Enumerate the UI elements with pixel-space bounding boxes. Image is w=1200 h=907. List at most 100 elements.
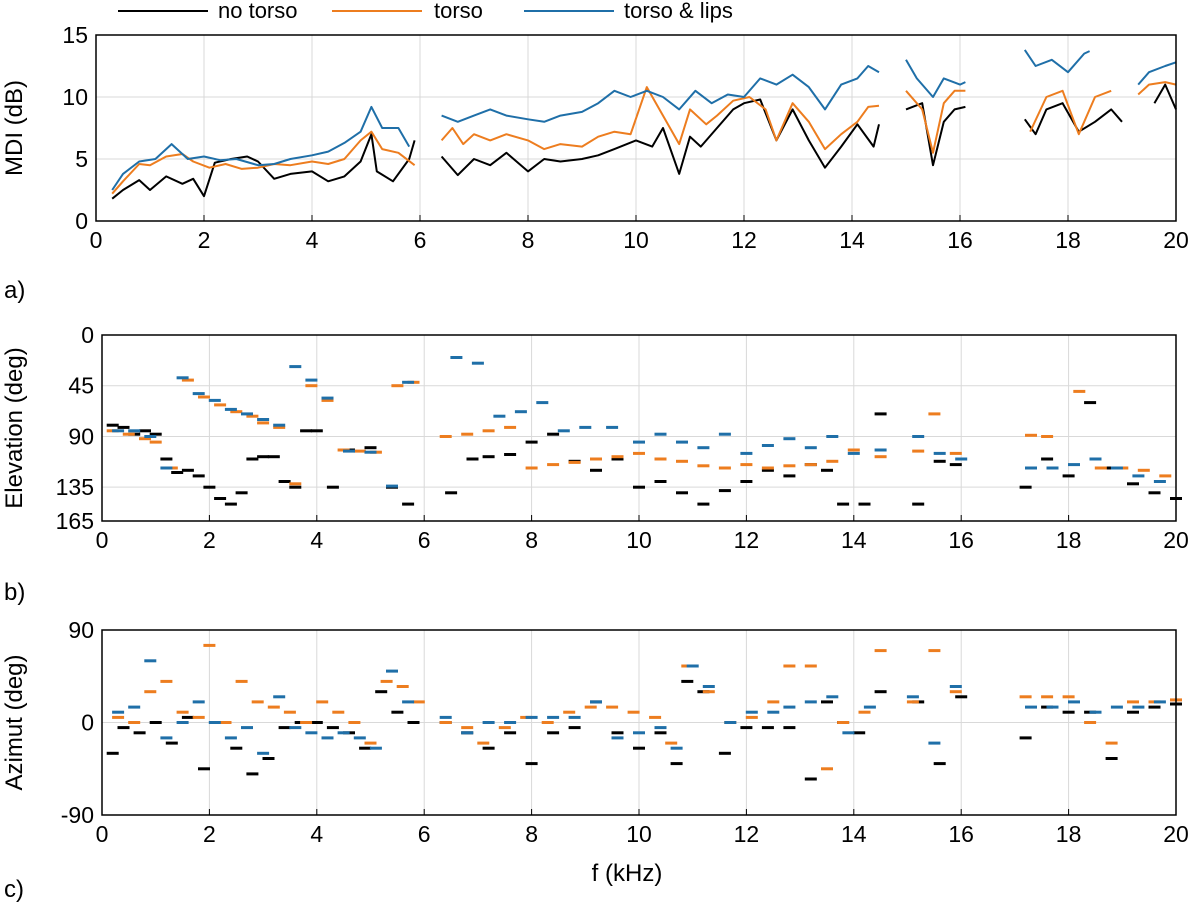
data-point — [1137, 468, 1150, 472]
data-point — [874, 412, 887, 416]
x-tick-label: 6 — [418, 821, 431, 847]
data-point — [112, 715, 125, 719]
data-point — [933, 762, 946, 766]
data-point — [842, 731, 855, 735]
data-point — [740, 463, 753, 467]
data-point — [257, 421, 270, 425]
data-point — [402, 700, 415, 704]
data-point — [1046, 466, 1059, 470]
data-point — [745, 710, 758, 714]
data-point — [139, 429, 151, 433]
y-tick-label: 90 — [68, 423, 94, 449]
panel-label: b) — [4, 579, 25, 606]
data-point — [949, 463, 962, 467]
data-point — [208, 398, 221, 402]
data-point — [181, 378, 194, 382]
data-point — [740, 480, 753, 483]
data-point — [300, 429, 313, 433]
data-point — [1132, 705, 1145, 709]
data-point — [364, 741, 377, 745]
data-point — [590, 457, 602, 461]
data-point — [348, 721, 361, 724]
data-point — [316, 700, 329, 704]
data-point — [1025, 705, 1037, 709]
data-point — [144, 435, 157, 438]
data-point — [1073, 389, 1086, 393]
series-no-torso — [106, 679, 1182, 781]
line-segment — [905, 102, 966, 167]
data-point — [176, 710, 189, 714]
data-point — [337, 731, 350, 735]
data-point — [863, 705, 876, 709]
data-point — [1089, 457, 1102, 461]
data-point — [257, 751, 270, 755]
data-point — [353, 736, 366, 740]
x-tick-label: 2 — [198, 227, 211, 253]
data-point — [1019, 736, 1032, 740]
data-point — [606, 425, 619, 429]
data-point — [761, 468, 774, 472]
data-point — [525, 715, 538, 719]
data-point — [289, 485, 302, 489]
data-point — [906, 695, 919, 699]
legend-label-torso: torso — [434, 0, 483, 23]
data-point — [783, 437, 796, 441]
data-point — [826, 459, 839, 463]
series-torso-lips — [112, 659, 1166, 755]
line-segment — [441, 65, 880, 123]
data-point — [310, 429, 323, 433]
data-point — [305, 384, 318, 388]
x-tick-label: 20 — [1163, 227, 1189, 253]
data-point — [273, 425, 286, 429]
x-tick-label: 14 — [841, 527, 867, 553]
data-point — [273, 695, 286, 699]
data-point — [305, 731, 318, 735]
data-point — [654, 731, 667, 735]
data-point — [139, 437, 151, 441]
data-point — [192, 474, 205, 478]
y-tick-label: 0 — [81, 322, 94, 348]
data-point — [649, 715, 662, 719]
data-point — [149, 440, 162, 444]
line-segment — [111, 105, 411, 191]
line-segment — [440, 98, 880, 177]
line-segment — [111, 133, 416, 200]
data-point — [246, 414, 259, 418]
data-point — [783, 474, 796, 478]
x-tick-label: 16 — [948, 527, 974, 553]
data-point — [804, 664, 817, 668]
data-point — [1084, 721, 1097, 724]
y-tick-label: 0 — [75, 208, 88, 234]
data-point — [343, 449, 355, 453]
x-tick-label: 16 — [947, 227, 973, 253]
data-point — [702, 685, 715, 688]
data-point — [230, 746, 243, 750]
data-point — [198, 767, 210, 771]
data-point — [117, 726, 130, 730]
x-tick-label: 12 — [734, 821, 760, 847]
data-point — [1110, 705, 1123, 709]
data-point — [273, 423, 286, 427]
data-point — [326, 485, 339, 489]
series-torso — [112, 643, 1182, 771]
data-point — [203, 485, 216, 489]
panel-label: a) — [4, 277, 25, 304]
data-point — [133, 731, 146, 735]
data-point — [761, 444, 774, 447]
data-point — [874, 448, 887, 452]
data-point — [858, 710, 871, 714]
data-point — [310, 721, 323, 724]
data-point — [654, 480, 667, 483]
x-tick-label: 14 — [839, 227, 865, 253]
data-point — [466, 457, 479, 461]
data-point — [112, 429, 125, 433]
data-point — [1068, 700, 1080, 704]
data-point — [144, 690, 157, 694]
data-point — [439, 715, 452, 719]
data-point — [633, 451, 645, 455]
data-point — [165, 741, 178, 745]
data-point — [724, 721, 737, 724]
series-torso — [111, 81, 1177, 195]
data-point — [471, 361, 484, 365]
data-point — [514, 410, 527, 414]
